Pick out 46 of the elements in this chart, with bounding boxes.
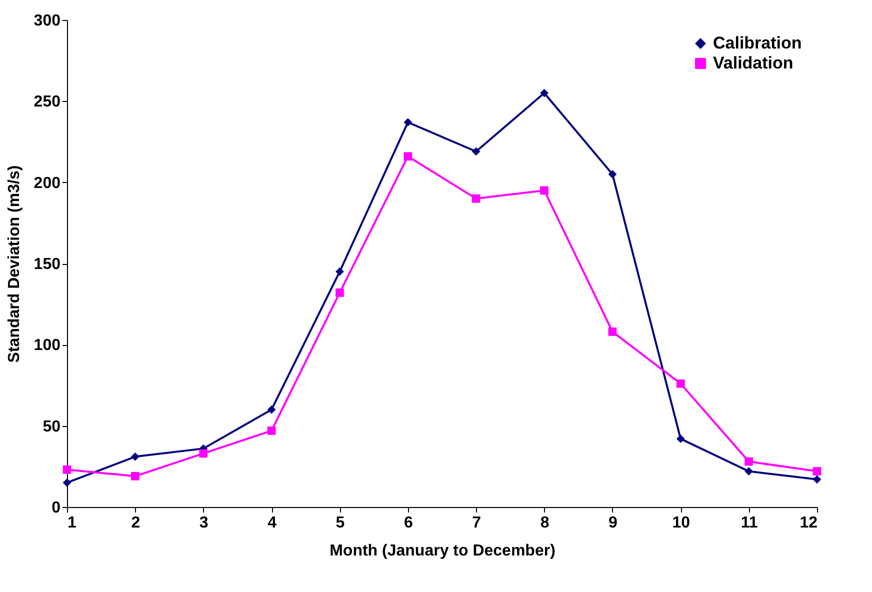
point bbox=[812, 475, 822, 484]
point bbox=[62, 465, 72, 474]
point bbox=[131, 472, 140, 480]
point bbox=[472, 194, 480, 203]
point bbox=[404, 152, 412, 161]
point bbox=[744, 467, 753, 476]
y-tick-label: 250 bbox=[34, 94, 61, 111]
point bbox=[267, 426, 276, 435]
point bbox=[608, 327, 617, 336]
legend-label: Validation bbox=[713, 54, 794, 72]
x-tick-label: 2 bbox=[131, 514, 140, 532]
x-tick-label: 12 bbox=[800, 514, 818, 532]
point bbox=[472, 147, 480, 156]
x-tick-label: 9 bbox=[608, 514, 618, 532]
point bbox=[404, 118, 412, 126]
point bbox=[812, 467, 822, 476]
x-tick-label: 6 bbox=[404, 514, 413, 532]
point bbox=[676, 379, 685, 388]
y-tick-label: 100 bbox=[34, 337, 61, 354]
point bbox=[608, 170, 617, 178]
y-tick-label: 200 bbox=[34, 174, 61, 192]
point bbox=[336, 267, 344, 276]
x-tick-label: 4 bbox=[268, 514, 277, 532]
x-tick-label: 11 bbox=[740, 514, 758, 532]
x-tick-label: 3 bbox=[199, 514, 208, 532]
point bbox=[199, 449, 208, 458]
y-tick-label: 0 bbox=[52, 500, 61, 516]
point bbox=[744, 457, 753, 466]
point bbox=[131, 452, 140, 461]
y-axis-title: Standard Deviation (m3/s) bbox=[6, 165, 23, 363]
point bbox=[336, 288, 344, 297]
point bbox=[62, 478, 72, 487]
y-tick-label: 50 bbox=[42, 418, 61, 436]
x-axis-title: Month (January to December) bbox=[330, 542, 556, 560]
y-tick-label: 150 bbox=[34, 256, 61, 273]
x-tick-label: 7 bbox=[472, 514, 482, 532]
x-tick-label: 10 bbox=[672, 514, 690, 532]
point bbox=[540, 88, 548, 98]
x-tick-label: 5 bbox=[336, 514, 345, 532]
point bbox=[540, 186, 548, 195]
legend-label: Calibration bbox=[713, 34, 802, 52]
y-tick-label: 300 bbox=[34, 12, 61, 30]
x-tick-label: 1 bbox=[68, 514, 76, 532]
x-tick-label: 8 bbox=[540, 514, 550, 532]
point bbox=[267, 405, 276, 414]
point bbox=[676, 434, 685, 444]
